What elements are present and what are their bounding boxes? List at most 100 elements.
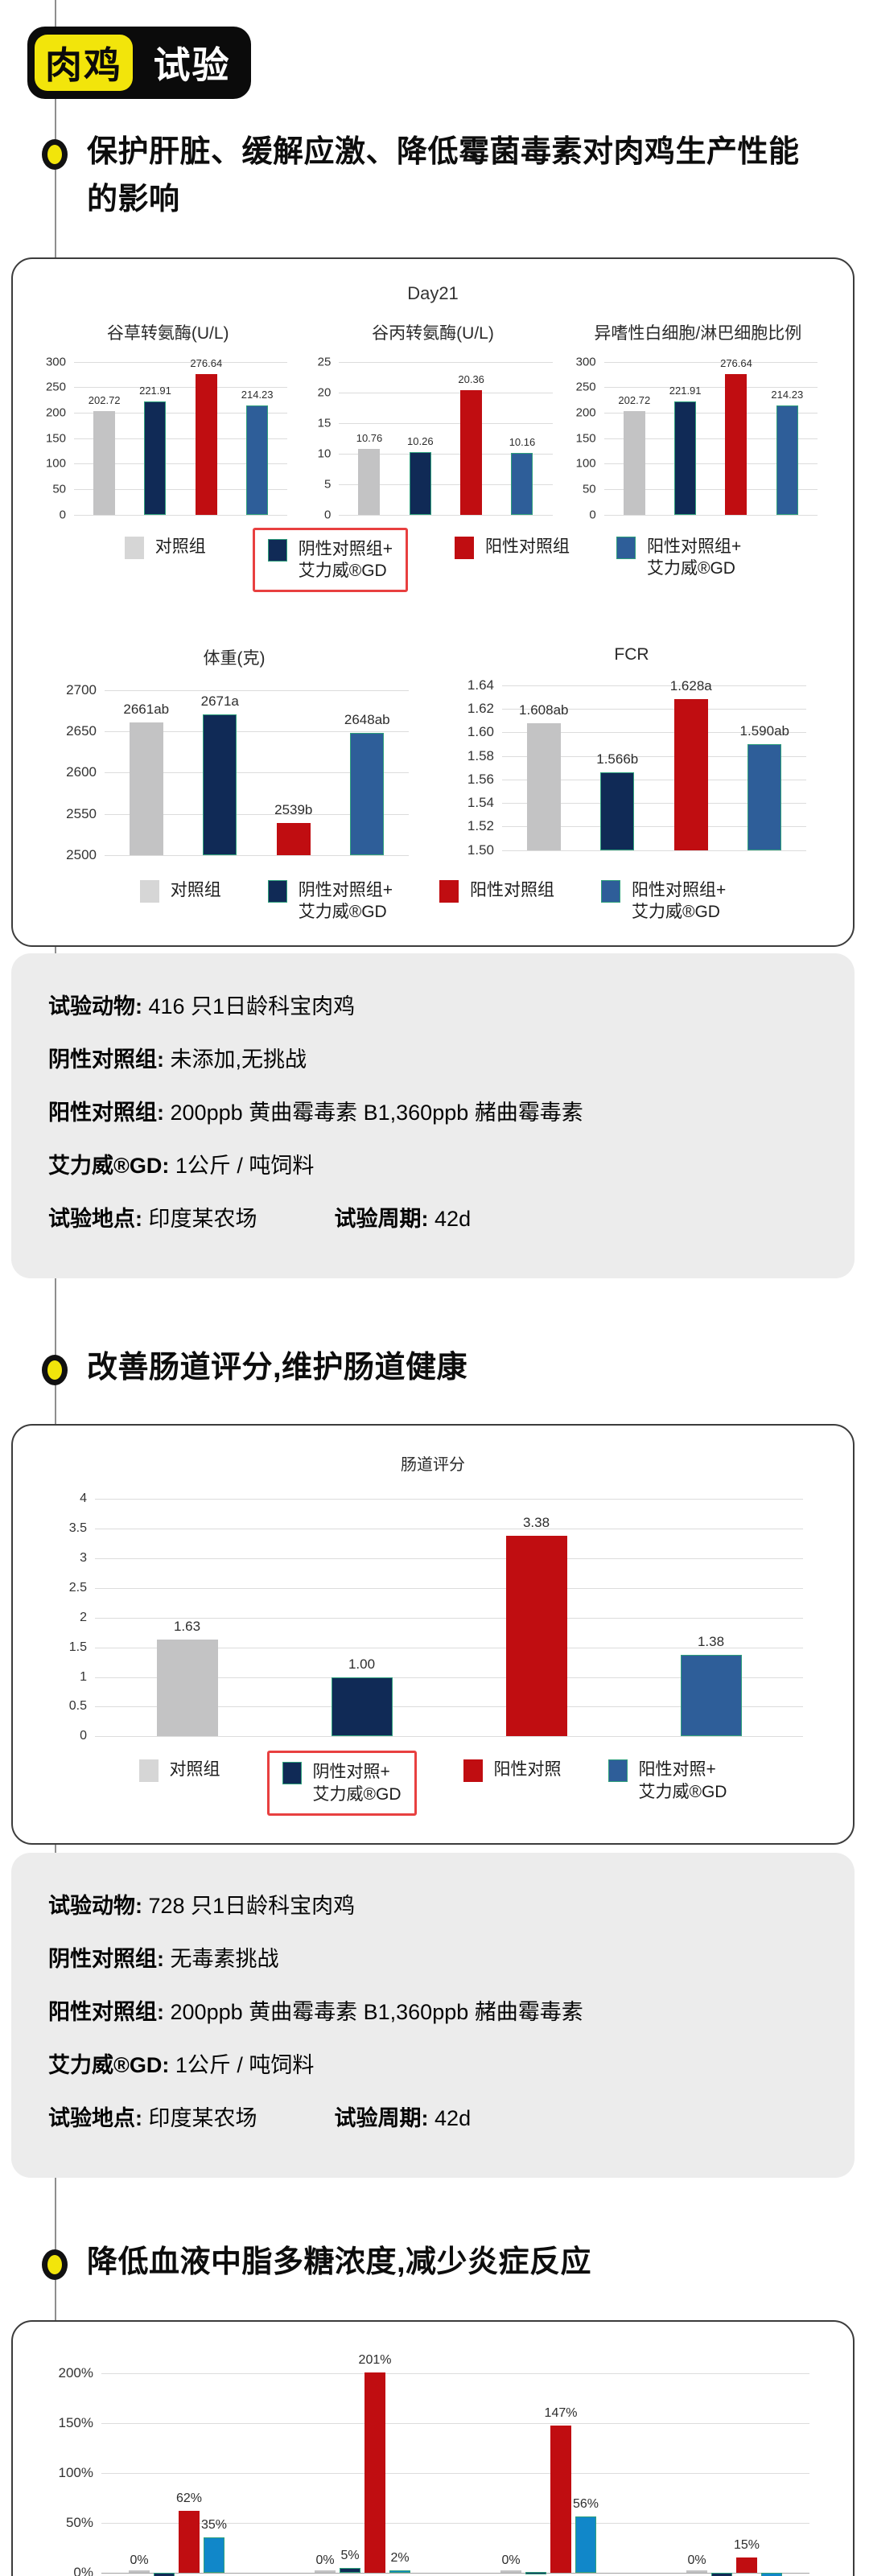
y-axis-tick-label: 100 <box>575 456 596 471</box>
y-axis-tick-label: 50 <box>582 482 596 496</box>
bar-gray <box>315 2570 336 2573</box>
bar-group: 0%-22%62%35%LPS <box>129 2373 227 2576</box>
info-row: 阴性对照组: 未添加,无挑战 <box>48 1042 818 1073</box>
bar-value-label: 1.628a <box>669 678 712 694</box>
y-axis-tick-label: 1.5 <box>68 1640 87 1654</box>
bar-gray <box>93 411 116 515</box>
bar-value-label: 1.00 <box>348 1656 376 1672</box>
bar-value-label: 2539b <box>274 801 313 817</box>
bar-value-label: 2% <box>390 2551 410 2566</box>
gridline <box>105 813 409 815</box>
section2-title: 改善肠道评分,维护肠道健康 <box>87 1351 468 1385</box>
legend-entry: 对照组 <box>139 879 221 903</box>
y-axis-tick-label: 5 <box>323 477 332 492</box>
info-value: 200ppb 黄曲霉毒素 B1,360ppb 赭曲霉毒素 <box>170 1101 583 1125</box>
gridline <box>101 2522 809 2524</box>
y-axis-tick-label: 0 <box>59 508 66 522</box>
info-row: 试验地点: 印度某农场 试验周期: 42d <box>48 2101 818 2132</box>
legend-label: 阴性对照组+ 艾力威®GD <box>298 880 393 922</box>
bar-group: 276.64 <box>190 357 222 515</box>
chart-gut: 肠道评分 4 3.5 3 2.5 2 1.5 1 0.5 0 1.63 1.00 3.38 1.38 <box>34 1451 832 1743</box>
y-axis-tick-label: 25 <box>317 355 332 369</box>
legend-label: 阳性对照组 <box>485 537 570 556</box>
info-value: 42d <box>434 1207 472 1232</box>
bar-red <box>673 699 708 850</box>
y-axis-tick-label: 15 <box>317 416 332 430</box>
y-axis-tick-label: 2700 <box>66 681 97 697</box>
bar-gray <box>129 2570 150 2573</box>
bar-steel <box>776 405 798 515</box>
bar-group: 2539b <box>274 690 313 855</box>
bar-red <box>179 2510 200 2573</box>
legend-entry: 对照组 <box>138 1759 220 1783</box>
info-value: 1公斤 / 吨饲料 <box>175 1154 315 1179</box>
bar-navy <box>154 2572 175 2576</box>
gridline <box>105 731 409 733</box>
bar-group: 1.608ab <box>519 685 568 850</box>
gridline <box>502 850 806 851</box>
chart-fcr: FCR 1.64 1.62 1.60 1.58 1.56 1.54 1.52 1.50 1.60… <box>433 640 830 858</box>
bar-value-label: 221.91 <box>669 385 702 397</box>
bar-value-label: 1.63 <box>173 1619 201 1635</box>
bar-steel <box>680 1654 742 1737</box>
gridline <box>603 413 818 414</box>
y-axis-tick-label: 1.50 <box>467 842 494 858</box>
gridline <box>105 772 409 774</box>
section3-title: 降低血液中脂多糖浓度,减少炎症反应 <box>87 2245 592 2279</box>
gridline <box>74 489 288 491</box>
legend-swatch <box>267 538 287 562</box>
bars-container: 10.76 10.26 20.36 10.16 <box>339 362 552 515</box>
bar-value-label: 202.72 <box>88 394 121 407</box>
info-label: 试验周期: <box>334 2105 429 2130</box>
bar-red <box>276 822 311 855</box>
legend-entry: 阴性对照+ 艾力威®GD <box>266 1751 417 1816</box>
bar-value-label: 201% <box>358 2352 392 2367</box>
bar-steel <box>511 452 533 515</box>
bar-value-label: 1.608ab <box>519 702 569 718</box>
bar-value-label: 15% <box>733 2538 760 2553</box>
bar-value-label: 276.64 <box>720 356 752 369</box>
legend-swatch <box>139 879 159 903</box>
legend-entry: 阳性对照组+ 艾力威®GD <box>616 536 741 580</box>
gridline <box>95 1617 803 1619</box>
legend-entry: 阴性对照组+ 艾力威®GD <box>267 879 393 924</box>
bars-container: 2661ab 2671a 2539b 2648ab <box>105 690 409 855</box>
bar-gray <box>686 2570 707 2573</box>
bar-group: 202.72 <box>89 362 121 515</box>
bar-navy <box>525 2572 546 2575</box>
bar-navy <box>711 2572 732 2576</box>
y-axis-tick-label: 150% <box>58 2414 93 2430</box>
bar-group: 10.26 <box>407 362 434 515</box>
bar-group: 1.590ab <box>740 685 789 850</box>
bar-gray <box>129 722 163 855</box>
y-axis-tick-label: 0.5 <box>68 1699 87 1714</box>
trial2-chart-card: 肠道评分 4 3.5 3 2.5 2 1.5 1 0.5 0 1.63 1.00 3.38 1.38 对… <box>11 1424 855 1845</box>
y-axis-tick-label: 2650 <box>66 723 97 739</box>
legend-day21: 对照组 阴性对照组+ 艾力威®GD 阳性对照组 阳性对照组+ 艾力威®GD <box>35 527 830 616</box>
legend-swatch <box>463 1759 483 1783</box>
bar-navy <box>340 2567 360 2573</box>
bar-value-label: 202.72 <box>618 394 651 407</box>
bar-red <box>736 2557 757 2573</box>
bars-container: 202.72 221.91 276.64 214.23 <box>74 357 287 515</box>
bullet-icon <box>42 1355 68 1386</box>
bar-group: 20.36 <box>458 362 484 515</box>
trial1-chart-card: Day21 谷草转氨酶(U/L) 300 250 200 150 100 50 0 202.7… <box>11 257 855 948</box>
legend-swatch <box>607 1759 628 1783</box>
legend-entry: 对照组 <box>124 536 206 559</box>
bar-group: 0%-13%15%-8%AAG <box>686 2373 782 2576</box>
gridline <box>95 1587 803 1589</box>
gridline <box>339 361 553 363</box>
legend-entry: 阳性对照+ 艾力威®GD <box>607 1759 727 1803</box>
gridline <box>603 387 818 389</box>
chart-gut-title: 肠道评分 <box>401 1456 465 1475</box>
y-axis-tick-label: 200% <box>58 2364 93 2381</box>
bar-red <box>550 2426 571 2573</box>
gridline <box>502 732 806 734</box>
bar-value-label: 56% <box>572 2497 599 2512</box>
y-axis-tick-label: 1 <box>80 1669 87 1684</box>
y-axis-tick-label: 2550 <box>66 805 97 821</box>
legend-label: 阳性对照组+ 艾力威®GD <box>647 537 742 578</box>
bar-value-label: 5% <box>340 2548 360 2562</box>
